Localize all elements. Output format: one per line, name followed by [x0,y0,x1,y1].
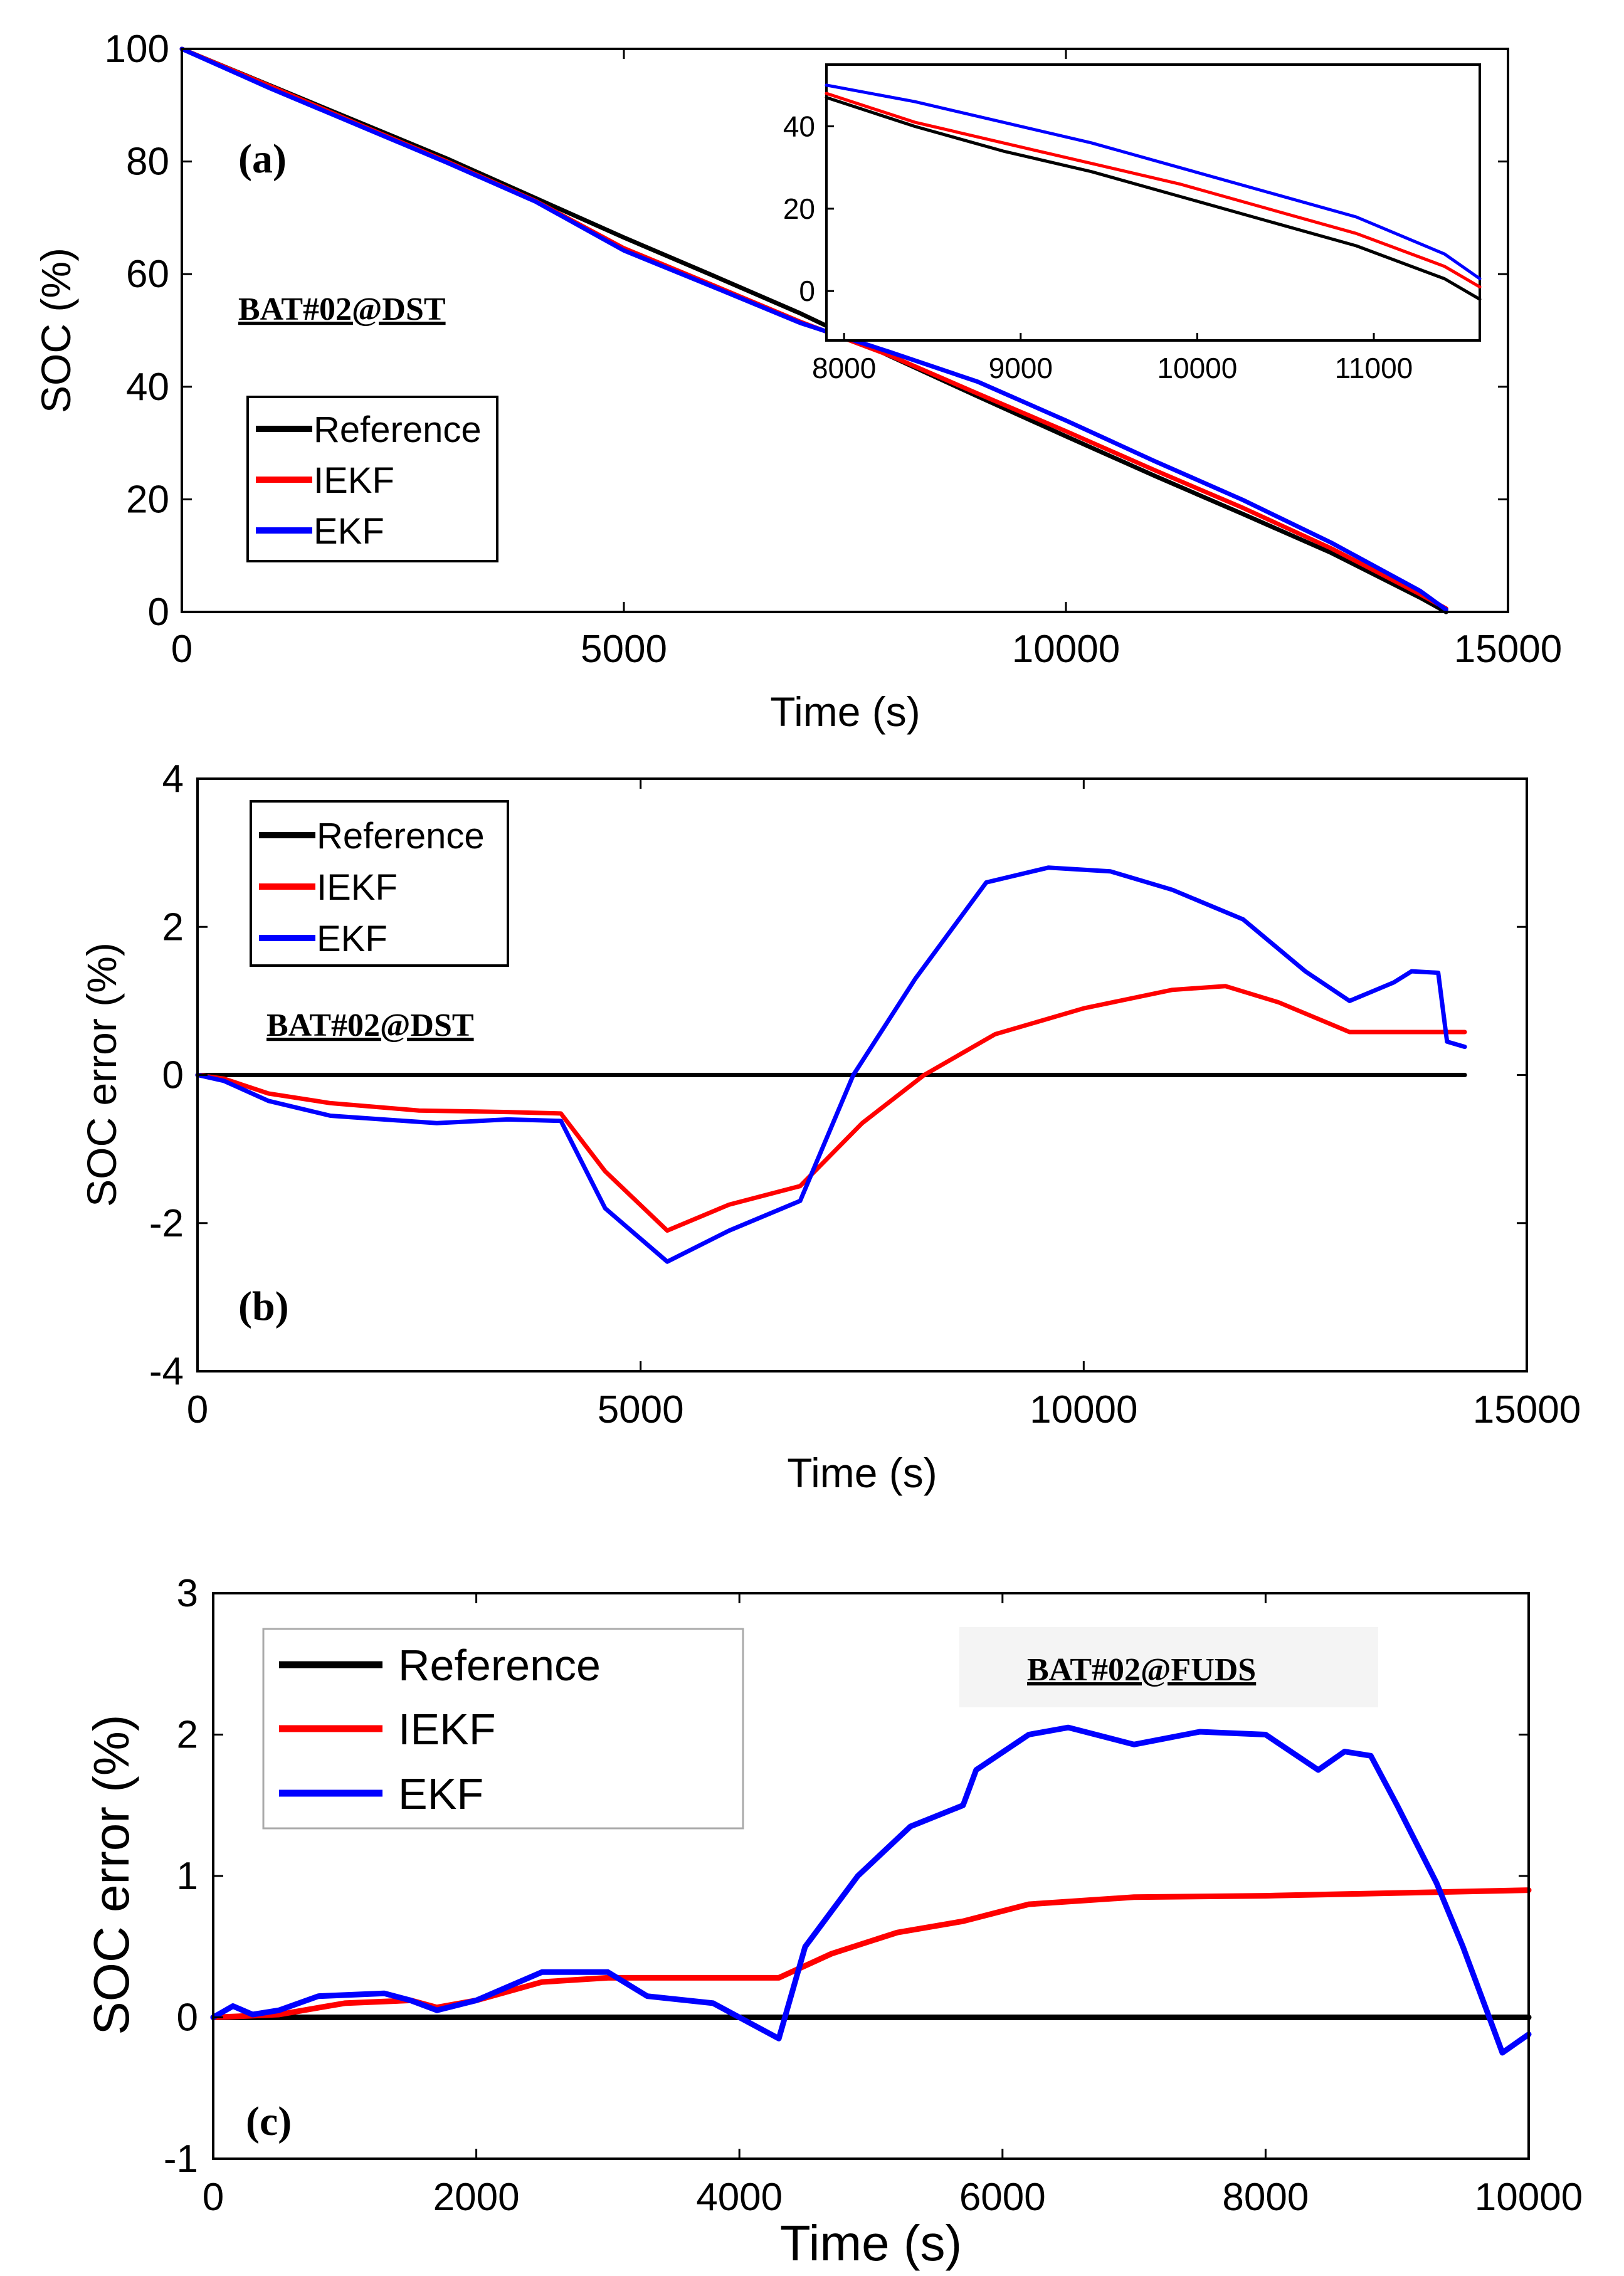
chart-panel-a: 8000 9000 10000 11000 0 20 40 0 5000 10000 15000 0… [33,28,1562,735]
inset-series-ekf [825,83,1482,280]
panel-c-y-tick-label: -1 [164,2137,198,2181]
inset-frame [825,63,1481,342]
panel-c-y-tick-label: 2 [177,1714,198,1757]
x-axis-label-c: Time (s) [780,2215,962,2271]
panel-c-x-tick-label: 2000 [433,2176,520,2219]
panel-c-y-tick-label: 1 [177,1855,198,1898]
panel-b-y-tick-label: 2 [162,905,184,949]
y-axis-label-c: SOC error (%) [83,1714,139,2035]
inset-series-iekf [825,92,1482,289]
inset-y-tick-label: 20 [783,192,815,225]
panel-label-a: (a) [238,136,287,182]
legend-label-iekf: IEKF [317,867,398,908]
legend-label-ekf: EKF [317,919,388,959]
panel-c-y-tick-label: 3 [177,1572,198,1615]
legend-label-reference: Reference [317,816,485,856]
panel-b-y-tick-label: -4 [149,1350,184,1393]
panel-c-series-ekf [210,1724,1532,2056]
panel-a-y-tick-label: 40 [126,366,169,409]
panel-label-b: (b) [238,1283,289,1329]
panel-c-x-tick-label: 8000 [1222,2176,1309,2219]
legend-label-reference: Reference [314,409,482,450]
panel-a-y-tick-label: 60 [126,253,169,296]
inset-x-tick-label: 10000 [1157,352,1237,384]
panel-c-y-tick-label: 0 [177,1996,198,2040]
annotation-b: BAT#02@DST [266,1008,474,1043]
legend-a: Reference IEKF EKF [246,396,498,562]
panel-a-x-tick-label: 0 [171,628,192,671]
panel-a-y-tick-label: 100 [105,28,169,71]
annotation-bg-c [959,1627,1378,1707]
annotation-a: BAT#02@DST [238,292,446,327]
panel-b-x-tick-label: 0 [187,1388,208,1431]
x-axis-label-a: Time (s) [770,688,920,735]
panel-b-x-tick-label: 10000 [1030,1388,1137,1431]
legend-c: Reference IEKF EKF [262,1628,744,1830]
panel-a-y-tick-label: 80 [126,140,169,184]
panel-c-x-tick-label: 4000 [696,2176,783,2219]
panel-b-series-iekf [195,984,1467,1233]
panel-b-x-tick-label: 15000 [1473,1388,1581,1431]
panel-c-x-tick-label: 10000 [1475,2176,1583,2219]
plot-frame-a [181,48,1509,613]
y-axis-label-b: SOC error (%) [78,942,125,1207]
inset-y-tick-label: 0 [799,275,815,307]
panel-b-x-tick-label: 5000 [598,1388,684,1431]
inset-series-reference [825,96,1482,301]
x-axis-label-b: Time (s) [787,1450,937,1496]
legend-label-reference: Reference [398,1641,601,1690]
inset-x-tick-label: 8000 [812,352,876,384]
legend-label-ekf: EKF [314,511,384,552]
legend-label-iekf: IEKF [314,460,394,501]
panel-b-y-tick-label: -2 [149,1202,184,1245]
annotation-c: BAT#02@FUDS [1027,1652,1256,1688]
panel-c-x-tick-label: 6000 [959,2176,1046,2219]
panel-a-x-tick-label: 10000 [1012,628,1120,671]
panel-a-y-tick-label: 0 [148,591,169,634]
chart-panel-b: 0 5000 10000 15000 -4 -2 0 2 4 (b) BAT#02@DST Re… [78,757,1581,1496]
legend-label-ekf: EKF [398,1769,483,1818]
panel-a-x-tick-label: 5000 [581,628,667,671]
panel-b-y-tick-label: 4 [162,757,184,801]
panel-b-y-tick-label: 0 [162,1054,184,1097]
panel-b-series-ekf [195,865,1467,1264]
panel-label-c: (c) [246,2099,292,2144]
panel-a-y-tick-label: 20 [126,478,169,521]
inset-chart: 8000 9000 10000 11000 0 20 40 [783,63,1482,384]
legend-label-iekf: IEKF [398,1705,496,1754]
inset-y-tick-label: 40 [783,110,815,143]
y-axis-label-a: SOC (%) [33,248,79,413]
inset-x-tick-label: 9000 [989,352,1053,384]
legend-b: Reference IEKF EKF [250,800,509,967]
panel-c-x-tick-label: 0 [203,2176,224,2219]
panel-c-series-iekf [210,1887,1532,2020]
panel-a-x-tick-label: 15000 [1454,628,1562,671]
inset-x-tick-label: 11000 [1335,352,1413,384]
